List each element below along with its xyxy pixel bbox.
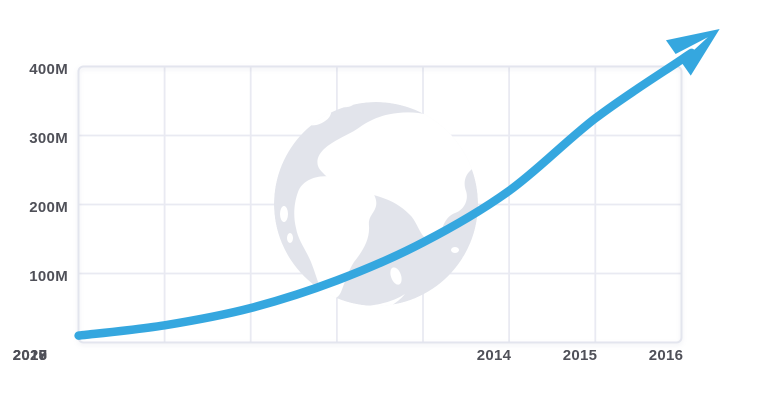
continent <box>280 206 288 222</box>
y-axis-label-100m: 100M <box>29 268 68 285</box>
paper-plane-icon <box>665 29 720 76</box>
globe-icon <box>274 102 478 306</box>
growth-line <box>74 48 696 340</box>
continent <box>390 267 402 285</box>
x-axis-label-2017: 2017 <box>12 347 48 364</box>
y-axis-label-200m: 200M <box>29 199 68 216</box>
continent <box>462 255 470 261</box>
plot-border <box>77 65 683 344</box>
continent <box>294 176 377 300</box>
y-axis-label-300m: 300M <box>29 130 68 147</box>
y-axis-label-400m: 400M <box>29 61 68 78</box>
continent <box>472 243 478 249</box>
x-axis-label-2015: 2015 <box>562 347 598 364</box>
x-axis-label-2020: 2020 <box>12 347 48 364</box>
continent <box>451 247 459 253</box>
x-axis-label-2019: 2019 <box>12 347 48 364</box>
continent <box>287 233 293 243</box>
x-axis-label-2014: 2014 <box>476 347 512 364</box>
continent <box>467 265 473 271</box>
continent <box>317 112 478 242</box>
x-axis-label-2016: 2016 <box>648 347 684 364</box>
x-axis-label-2018: 2018 <box>12 347 48 364</box>
